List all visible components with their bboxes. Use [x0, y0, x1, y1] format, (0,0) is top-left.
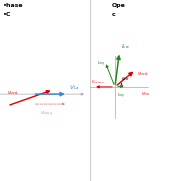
Text: $I_{cap}$: $I_{cap}$ [117, 91, 125, 100]
Text: $I_{caq}$: $I_{caq}$ [97, 59, 105, 68]
Text: $V_{ma}$: $V_{ma}$ [141, 90, 150, 98]
Text: c: c [112, 12, 116, 17]
Text: $V_{invaL}$: $V_{invaL}$ [137, 71, 149, 78]
Text: $I_{ca}$: $I_{ca}$ [121, 42, 130, 51]
Text: Ope: Ope [112, 3, 126, 8]
Text: $V_{inva,q}$: $V_{inva,q}$ [40, 110, 53, 118]
Text: $\theta_{ca}$: $\theta_{ca}$ [121, 75, 129, 83]
Text: •C: •C [2, 12, 10, 17]
Text: $V_{La}$: $V_{La}$ [69, 83, 79, 92]
Text: $V_{invaLCq}$: $V_{invaLCq}$ [91, 78, 106, 85]
Text: •hase: •hase [2, 3, 22, 8]
Text: $V_{invaL}$: $V_{invaL}$ [7, 89, 20, 97]
